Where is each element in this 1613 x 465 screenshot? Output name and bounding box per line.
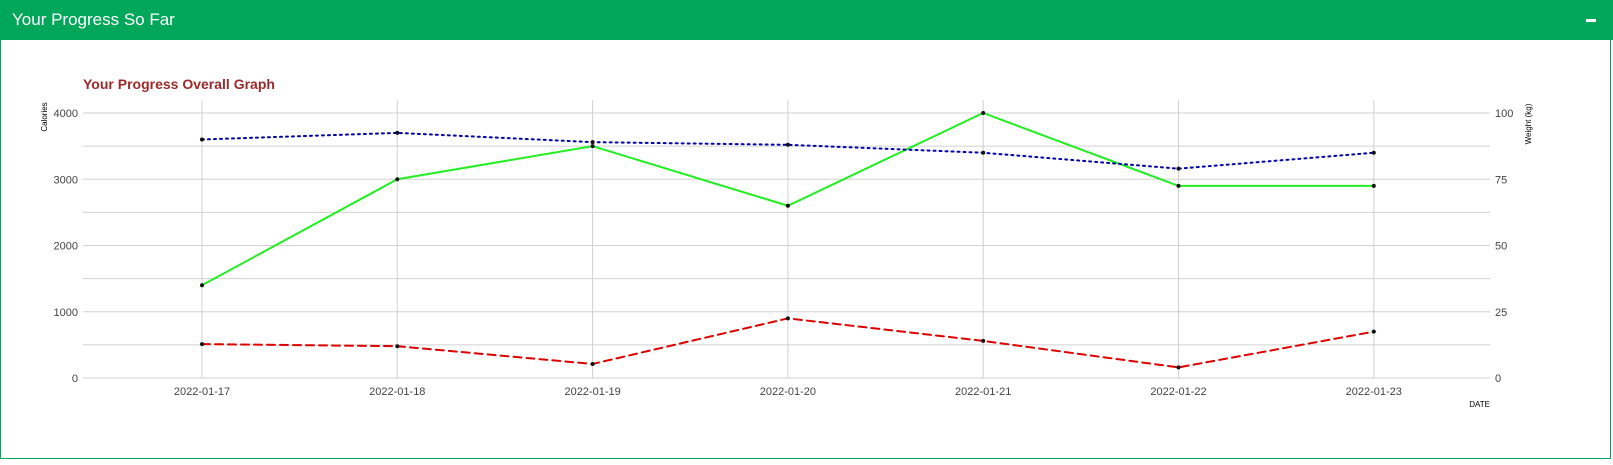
data-point <box>1371 150 1376 155</box>
y-right-tick-label: 75 <box>1495 174 1507 186</box>
panel-title: Your Progress So Far <box>12 10 175 29</box>
data-point <box>200 342 204 347</box>
x-tick-label: 2022-01-19 <box>564 386 620 398</box>
data-point <box>785 142 790 147</box>
chart-title: Your Progress Overall Graph <box>83 76 275 92</box>
x-tick-label: 2022-01-17 <box>174 386 230 398</box>
data-point <box>200 283 204 288</box>
y-left-tick-label: 0 <box>72 373 78 385</box>
x-tick-label: 2022-01-20 <box>760 386 816 398</box>
panel-header: Your Progress So Far <box>0 0 1613 40</box>
y-right-tick-label: 25 <box>1495 307 1507 319</box>
data-point <box>1176 183 1181 188</box>
data-point <box>1371 183 1376 188</box>
data-point <box>981 338 986 343</box>
x-tick-label: 2022-01-18 <box>369 386 425 398</box>
x-axis-label: DATE <box>1469 400 1490 409</box>
y-left-tick-label: 1000 <box>54 307 78 319</box>
data-point <box>785 316 790 321</box>
data-point <box>590 144 595 149</box>
data-point <box>200 137 204 142</box>
axes: 0 1000 2000 3000 4000 0 25 50 75 100 2022-01-17 202… <box>54 108 1514 398</box>
y-right-tick-label: 100 <box>1495 108 1513 120</box>
data-point <box>981 111 986 115</box>
series-lines <box>200 111 1376 370</box>
data-point <box>395 344 400 349</box>
y-left-tick-label: 3000 <box>54 174 78 186</box>
data-point <box>1176 365 1181 370</box>
data-point <box>785 203 790 208</box>
data-point <box>1176 166 1181 171</box>
data-point <box>395 130 400 135</box>
y-left-tick-label: 4000 <box>54 108 78 120</box>
x-tick-label: 2022-01-22 <box>1150 386 1206 398</box>
y-axis-right-label: Weight (kg) <box>1524 103 1533 144</box>
y-right-tick-label: 50 <box>1495 241 1507 253</box>
y-axis-left-label: Calories <box>40 102 49 131</box>
progress-chart: Your Progress Overall Graph 010002000300… <box>40 76 1533 409</box>
data-point <box>395 177 400 182</box>
chart-area: Your Progress Overall Graph 0 1000 2000 300… <box>0 40 1613 460</box>
minus-icon[interactable] <box>1583 11 1601 29</box>
data-point <box>1371 329 1376 334</box>
y-left-tick-label: 2000 <box>54 241 78 253</box>
data-point <box>590 140 595 145</box>
data-point <box>590 361 595 366</box>
grid-lines <box>83 100 1490 379</box>
y-right-tick-label: 0 <box>1495 373 1501 385</box>
x-tick-label: 2022-01-21 <box>955 386 1011 398</box>
x-tick-label: 2022-01-23 <box>1346 386 1402 398</box>
data-point <box>981 150 986 155</box>
